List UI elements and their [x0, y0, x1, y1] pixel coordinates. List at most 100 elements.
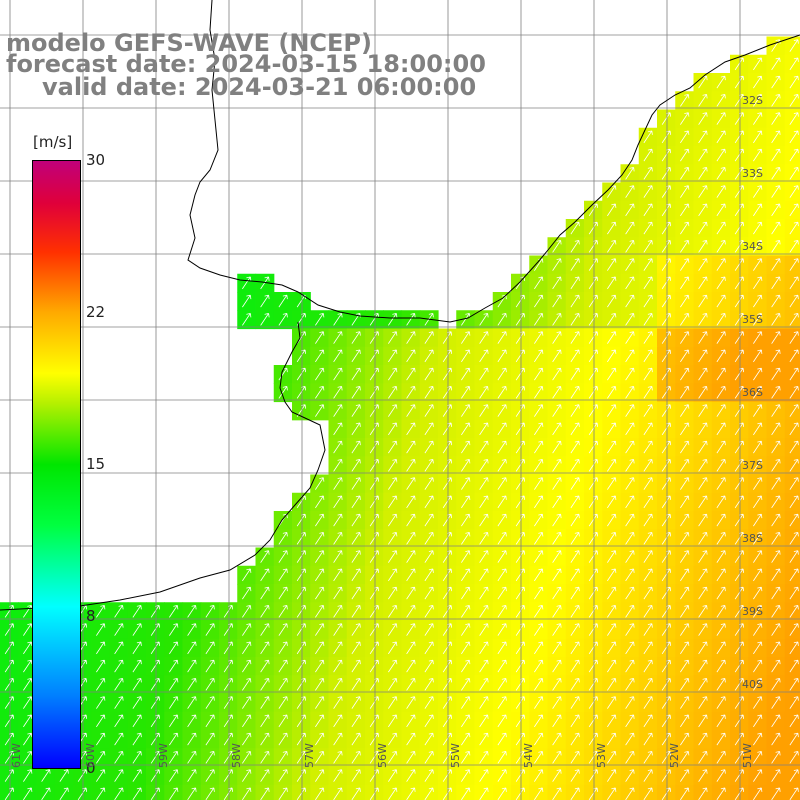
wind-arrow: [461, 477, 471, 490]
wind-cell: [456, 492, 476, 512]
wind-arrow: [716, 75, 726, 89]
wind-cell: [693, 766, 713, 786]
wind-arrow: [315, 604, 325, 618]
wind-cell: [492, 529, 512, 549]
wind-arrow: [552, 568, 562, 582]
wind-cell: [365, 419, 384, 439]
wind-cell: [492, 383, 512, 403]
wind-arrow: [424, 787, 434, 800]
wind-arrow: [132, 750, 142, 764]
wind-arrow: [716, 677, 726, 691]
wind-cell: [328, 438, 348, 457]
wind-arrow: [716, 148, 726, 162]
wind-arrow: [132, 769, 142, 782]
wind-arrow: [461, 659, 471, 673]
wind-arrow: [132, 732, 142, 746]
wind-cell: [219, 638, 238, 658]
wind-cell: [529, 456, 549, 476]
wind-cell: [638, 273, 658, 293]
wind-cell: [237, 310, 257, 330]
wind-cell: [657, 456, 676, 476]
wind-cell: [438, 383, 457, 403]
wind-cell: [766, 711, 786, 731]
wind-cell: [419, 365, 439, 384]
wind-cell: [730, 693, 749, 713]
wind-arrow: [260, 714, 270, 728]
wind-arrow: [351, 604, 361, 618]
wind-arrow: [406, 550, 416, 563]
wind-arrow: [351, 404, 361, 417]
wind-cell: [255, 766, 275, 786]
wind-cell: [620, 620, 640, 640]
wind-arrow: [388, 641, 398, 655]
wind-arrow: [789, 623, 799, 636]
wind-cell: [255, 565, 275, 585]
wind-cell: [237, 784, 257, 800]
wind-cell: [730, 310, 749, 330]
wind-arrow: [753, 349, 763, 363]
wind-arrow: [534, 349, 544, 363]
wind-cell: [547, 273, 567, 293]
wind-cell: [492, 438, 512, 457]
wind-arrow: [424, 477, 434, 490]
wind-cell: [273, 292, 293, 311]
wind-cell: [620, 365, 640, 384]
wind-cell: [730, 365, 749, 384]
wind-cell: [219, 693, 238, 713]
wind-arrow: [497, 787, 507, 800]
wind-arrow: [388, 550, 398, 563]
wind-arrow: [625, 404, 635, 417]
wind-cell: [602, 365, 622, 384]
wind-arrow: [406, 458, 416, 472]
wind-cell: [492, 748, 512, 768]
wind-cell: [456, 474, 476, 494]
wind-cell: [638, 419, 658, 439]
wind-cell: [620, 711, 640, 731]
wind-cell: [602, 584, 622, 603]
wind-arrow: [333, 586, 343, 600]
wind-arrow: [388, 458, 398, 472]
wind-arrow: [388, 568, 398, 582]
wind-arrow: [388, 312, 398, 326]
wind-arrow: [552, 750, 562, 764]
wind-arrow: [132, 677, 142, 691]
wind-cell: [401, 328, 421, 348]
wind-arrow: [643, 312, 653, 326]
wind-cell: [492, 310, 512, 330]
wind-arrow: [461, 750, 471, 764]
wind-cell: [328, 657, 348, 676]
wind-cell: [438, 638, 457, 658]
wind-arrow: [406, 696, 416, 709]
wind-arrow: [607, 732, 617, 746]
wind-arrow: [698, 331, 708, 344]
wind-arrow: [534, 477, 544, 490]
wind-cell: [365, 657, 384, 676]
wind-cell: [784, 474, 800, 494]
wind-cell: [602, 657, 622, 676]
wind-arrow: [789, 641, 799, 655]
wind-cell: [383, 438, 403, 457]
wind-arrow: [388, 495, 398, 509]
wind-cell: [693, 419, 713, 439]
wind-cell: [401, 748, 421, 768]
wind-cell: [784, 310, 800, 330]
wind-cell: [456, 638, 476, 658]
wind-arrow: [205, 769, 215, 782]
wind-cell: [401, 638, 421, 658]
wind-cell: [237, 730, 257, 749]
wind-arrow: [698, 696, 708, 709]
wind-arrow: [625, 750, 635, 764]
wind-arrow: [388, 604, 398, 618]
wind-cell: [602, 419, 622, 439]
wind-arrow: [698, 258, 708, 271]
wind-cell: [675, 638, 695, 658]
wind-cell: [511, 584, 530, 603]
wind-arrow: [643, 203, 653, 217]
wind-arrow: [698, 677, 708, 691]
wind-arrow: [698, 750, 708, 764]
wind-arrow: [388, 769, 398, 782]
wind-cell: [492, 784, 512, 800]
wind-cell: [620, 547, 640, 567]
wind-cell: [711, 730, 731, 749]
wind-cell: [383, 675, 403, 695]
